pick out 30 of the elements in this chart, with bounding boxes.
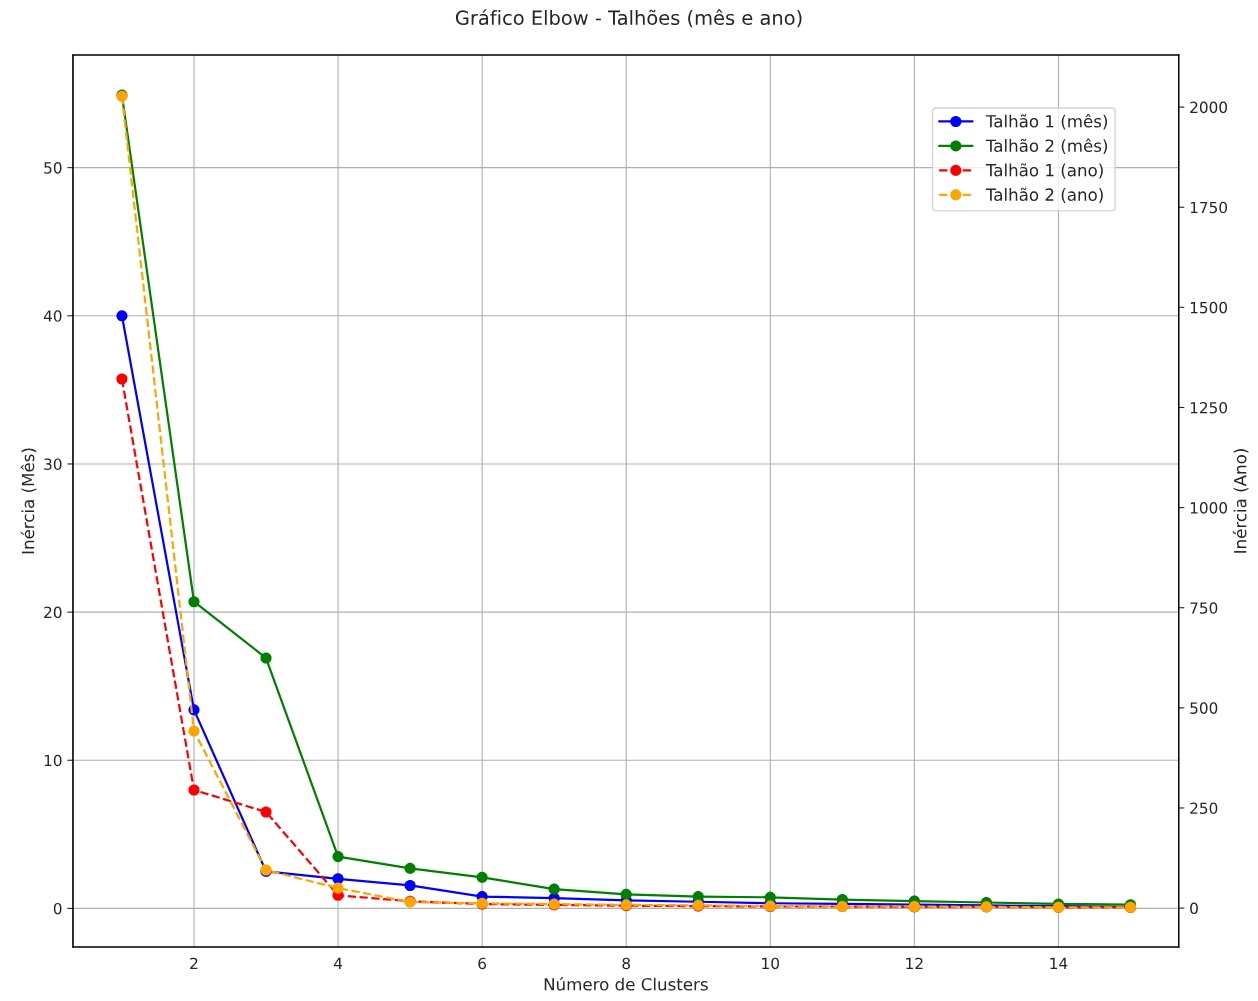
- y2-tick-label: 0: [1190, 902, 1198, 915]
- y2-axis-title: Inércia (Ano): [1232, 449, 1249, 553]
- x-tick-label: 6: [478, 957, 487, 970]
- y-tick-label: 30: [44, 458, 62, 470]
- y-tick-label: 10: [44, 754, 62, 767]
- y-tick-label: 50: [44, 162, 62, 174]
- x-axis-title: Número de Clusters: [544, 977, 708, 991]
- y-tick-label: 40: [43, 310, 62, 322]
- y2-tick-label: 750: [1190, 602, 1218, 614]
- x-tick-label: 4: [333, 957, 343, 969]
- y2-tick-label: 1750: [1190, 201, 1228, 214]
- chart-title: Gráfico Elbow - Talhões (mês e ano): [455, 9, 802, 28]
- x-tick-label: 10: [762, 957, 779, 970]
- legend-label: Talhão 2 (mês): [985, 138, 1108, 154]
- x-tick-label: 8: [622, 957, 631, 970]
- y2-tick-label: 250: [1190, 802, 1218, 814]
- x-tick-label: 14: [1050, 957, 1068, 969]
- x-tick-label: 2: [190, 957, 198, 969]
- legend-label: Talhão 1 (mês): [985, 113, 1108, 130]
- y-tick-label: 0: [53, 902, 62, 915]
- y2-tick-label: 1500: [1190, 301, 1228, 314]
- y-tick-label: 20: [44, 606, 62, 619]
- y2-tick-label: 500: [1190, 702, 1218, 714]
- legend-label: Talhão 2 (ano): [985, 187, 1103, 203]
- legend-label: Talhão 1 (ano): [985, 163, 1103, 179]
- x-tick-label: 12: [906, 957, 923, 969]
- y2-tick-label: 2000: [1190, 101, 1228, 114]
- y2-tick-label: 1250: [1190, 401, 1228, 414]
- y-axis-title: Inércia (Mês): [20, 448, 37, 554]
- y2-tick-label: 1000: [1190, 502, 1228, 514]
